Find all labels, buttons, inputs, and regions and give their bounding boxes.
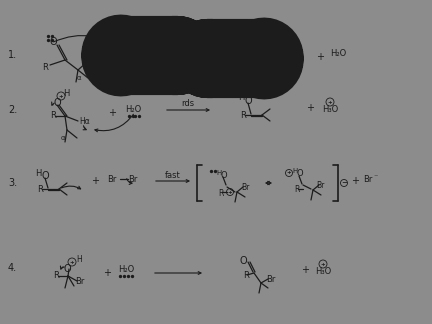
Text: H₂O: H₂O <box>118 265 134 274</box>
Text: 2.: 2. <box>8 105 17 115</box>
Text: +: + <box>103 268 111 278</box>
Text: O: O <box>297 168 303 178</box>
Text: ⁻: ⁻ <box>374 172 378 181</box>
Text: H: H <box>292 168 298 174</box>
Text: +: + <box>59 94 64 98</box>
Text: −: − <box>341 180 347 186</box>
Text: R: R <box>294 186 300 194</box>
Text: 3.: 3. <box>8 178 17 188</box>
Text: Br: Br <box>107 175 117 183</box>
Text: Br: Br <box>363 175 373 183</box>
Text: H: H <box>88 56 94 65</box>
Text: H: H <box>76 256 82 264</box>
Text: H: H <box>271 55 277 64</box>
Text: H: H <box>265 37 271 45</box>
Text: +: + <box>321 261 325 267</box>
Text: O: O <box>53 98 61 108</box>
Text: O: O <box>221 170 227 179</box>
Text: O: O <box>239 256 247 266</box>
Text: R: R <box>42 63 48 72</box>
Text: α: α <box>60 135 65 141</box>
Text: Hα: Hα <box>79 117 90 125</box>
Text: rds: rds <box>181 99 194 109</box>
Text: R: R <box>218 189 224 198</box>
Text: Br: Br <box>75 276 85 285</box>
Text: H₃O: H₃O <box>322 106 338 114</box>
Text: +: + <box>287 170 291 176</box>
Text: Br: Br <box>316 181 324 191</box>
Text: +: + <box>91 176 99 186</box>
Text: H₂O: H₂O <box>125 106 141 114</box>
Text: Br: Br <box>266 275 276 284</box>
Text: O: O <box>244 96 252 106</box>
Text: +: + <box>316 52 324 62</box>
Text: Br: Br <box>241 183 249 192</box>
Text: 4.: 4. <box>8 263 17 273</box>
Text: H: H <box>63 89 69 98</box>
Text: O: O <box>63 264 71 274</box>
Text: O: O <box>49 37 57 47</box>
Text: +: + <box>103 58 111 68</box>
Text: R: R <box>240 111 246 121</box>
Text: R: R <box>243 272 249 281</box>
Text: +: + <box>260 40 264 45</box>
Text: H: H <box>238 94 244 102</box>
Text: R: R <box>253 61 259 70</box>
Text: H₃O: H₃O <box>315 268 331 276</box>
Text: R: R <box>50 111 56 121</box>
Text: fast: fast <box>165 170 181 179</box>
Text: +: + <box>306 103 314 113</box>
Text: +: + <box>228 190 232 194</box>
Text: H: H <box>216 170 222 176</box>
Text: +: + <box>108 108 116 118</box>
Text: H: H <box>127 59 133 67</box>
Text: H₂O: H₂O <box>330 49 346 57</box>
Text: R: R <box>53 272 59 281</box>
Text: +: + <box>301 265 309 275</box>
Text: R: R <box>37 184 43 193</box>
Text: O: O <box>41 171 49 181</box>
Text: OH₂: OH₂ <box>142 59 158 67</box>
Text: +: + <box>70 260 74 264</box>
Text: +: + <box>132 52 137 57</box>
Text: α: α <box>77 75 81 81</box>
Text: +: + <box>351 176 359 186</box>
Text: H: H <box>35 168 41 178</box>
Text: 1.: 1. <box>8 50 17 60</box>
Text: O: O <box>254 46 262 56</box>
Text: Br: Br <box>128 175 138 183</box>
Text: +: + <box>328 99 332 105</box>
